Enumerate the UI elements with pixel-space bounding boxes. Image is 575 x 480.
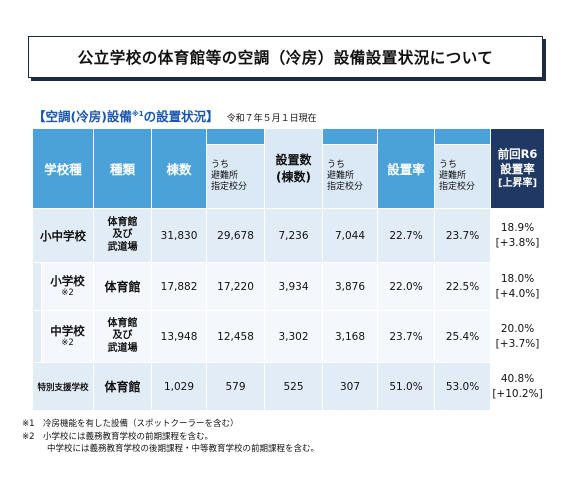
header-rate: 設置率 bbox=[377, 128, 436, 209]
row-rate: 22.7% bbox=[377, 208, 436, 263]
header-spacer bbox=[322, 128, 379, 145]
row-installed: 3,302 bbox=[264, 310, 324, 363]
header-installed: 設置数 (棟数) bbox=[264, 128, 324, 209]
as-of-date: 令和７年５月１日現在 bbox=[226, 114, 317, 124]
header-rate-evac: うち 避難所 指定校分 bbox=[434, 144, 492, 209]
row-kind: 体育館 bbox=[93, 362, 153, 411]
row-kind: 体育館 及び 武道場 bbox=[93, 208, 153, 263]
row-previous-rate: 40.8% [+10.2%] bbox=[490, 362, 546, 411]
row-school: 特別支援学校 bbox=[31, 362, 95, 411]
row-installed: 3,934 bbox=[264, 262, 324, 311]
footnotes: ※1 冷房機能を有した設備（スポットクーラーを含む） ※2 小学校には義務教育学… bbox=[22, 418, 319, 456]
row-previous-rate: 18.9% [+3.8%] bbox=[490, 208, 546, 263]
row-buildings: 1,029 bbox=[151, 362, 208, 411]
header-school-type: 学校種 bbox=[31, 128, 95, 209]
row-school: 中学校 ※2 bbox=[40, 310, 95, 363]
footnote: ※1 冷房機能を有した設備（スポットクーラーを含む） bbox=[22, 419, 239, 429]
row-kind: 体育館 bbox=[93, 262, 153, 311]
row-buildings-evac: 579 bbox=[206, 362, 266, 411]
row-installed-evac: 3,876 bbox=[322, 262, 379, 311]
row-buildings-evac: 29,678 bbox=[206, 208, 266, 263]
table-row: 小中学校 体育館 及び 武道場 31,830 29,678 7,236 7,04… bbox=[31, 208, 546, 263]
footnote: 中学校には義務教育学校の後期課程・中等教育学校の前期課程を含む。 bbox=[47, 444, 320, 454]
row-rate-evac: 23.7% bbox=[434, 208, 492, 263]
row-installed: 525 bbox=[264, 362, 324, 411]
table-row: 小学校 ※2 体育館 17,882 17,220 3,934 3,876 22.… bbox=[32, 262, 546, 311]
indent-strip bbox=[32, 310, 42, 363]
header-installed-evac: うち 避難所 指定校分 bbox=[322, 144, 379, 209]
row-previous-rate: 20.0% [+3.7%] bbox=[490, 310, 546, 363]
page-title: 公立学校の体育館等の空調（冷房）設備設置状況について bbox=[28, 36, 543, 78]
header-spacer bbox=[434, 128, 492, 145]
header-buildings-evac: うち 避難所 指定校分 bbox=[206, 144, 266, 209]
row-rate-evac: 53.0% bbox=[434, 362, 492, 411]
row-kind: 体育館 及び 武道場 bbox=[93, 310, 153, 363]
row-installed-evac: 307 bbox=[322, 362, 379, 411]
row-school: 小学校 ※2 bbox=[40, 262, 95, 311]
row-installed-evac: 3,168 bbox=[322, 310, 379, 363]
row-installed: 7,236 bbox=[264, 208, 324, 263]
row-rate-evac: 25.4% bbox=[434, 310, 492, 363]
row-buildings-evac: 12,458 bbox=[206, 310, 266, 363]
table-row: 中学校 ※2 体育館 及び 武道場 13,948 12,458 3,302 3,… bbox=[32, 310, 546, 363]
row-rate-evac: 22.5% bbox=[434, 262, 492, 311]
row-buildings: 17,882 bbox=[151, 262, 208, 311]
row-rate: 51.0% bbox=[377, 362, 436, 411]
header-kind: 種類 bbox=[93, 128, 153, 209]
table-row: 特別支援学校 体育館 1,029 579 525 307 51.0% 53.0%… bbox=[31, 362, 546, 411]
row-rate: 22.0% bbox=[377, 262, 436, 311]
table-subheading: 【空調(冷房)設備※1の設置状況】 令和７年５月１日現在 bbox=[33, 106, 317, 125]
row-previous-rate: 18.0% [+4.0%] bbox=[490, 262, 546, 311]
header-buildings: 棟数 bbox=[151, 128, 208, 209]
subheading-label: 【空調(冷房)設備※1の設置状況】 bbox=[33, 109, 219, 124]
row-installed-evac: 7,044 bbox=[322, 208, 379, 263]
row-buildings: 31,830 bbox=[151, 208, 208, 263]
header-spacer bbox=[206, 128, 266, 145]
row-rate: 23.7% bbox=[377, 310, 436, 363]
row-buildings: 13,948 bbox=[151, 310, 208, 363]
indent-strip bbox=[32, 262, 42, 311]
footnote: ※2 小学校には義務教育学校の前期課程を含む。 bbox=[22, 431, 214, 442]
installation-status-table: 学校種 種類 棟数 設置数 (棟数) 設置率 前回R6 設置率 [上昇率] うち… bbox=[31, 128, 546, 411]
header-previous-rate: 前回R6 設置率 [上昇率] bbox=[490, 128, 546, 209]
row-buildings-evac: 17,220 bbox=[206, 262, 266, 311]
row-school: 小中学校 bbox=[31, 208, 95, 263]
